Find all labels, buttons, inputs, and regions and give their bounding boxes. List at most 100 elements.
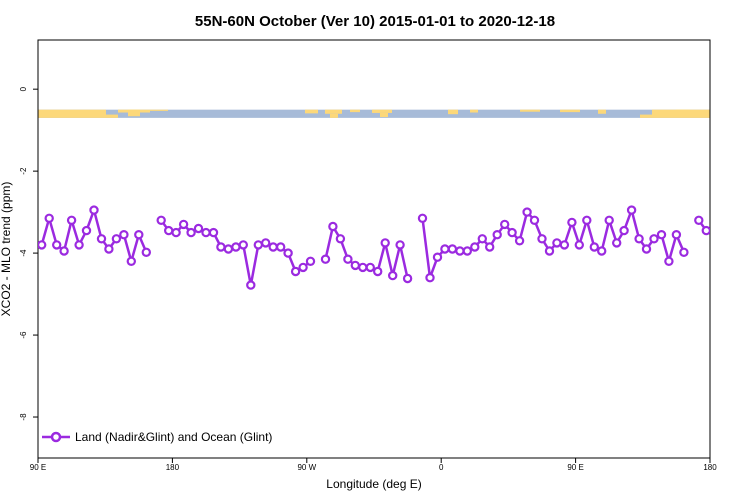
x-tick-label: 90 E <box>30 463 46 472</box>
data-point <box>544 246 555 256</box>
data-point <box>44 213 54 223</box>
data-point <box>193 223 204 234</box>
x-tick-label: 0 <box>439 463 444 472</box>
data-point <box>485 242 495 252</box>
data-point <box>589 242 600 252</box>
series-line <box>40 208 148 263</box>
data-point <box>597 246 607 256</box>
series-0 <box>38 205 710 290</box>
data-point <box>335 234 346 244</box>
data-point <box>283 248 293 258</box>
data-point <box>81 225 92 236</box>
data-point <box>328 221 338 232</box>
data-point <box>290 266 301 277</box>
ocean-band <box>38 109 710 118</box>
data-point <box>671 229 682 240</box>
land-patch <box>598 109 606 114</box>
y-axis-label: XCO2 - MLO trend (ppm) <box>0 182 13 317</box>
data-point <box>679 247 689 257</box>
land-patches <box>38 109 710 118</box>
data-point <box>178 219 189 230</box>
y-tick-label: 0 <box>19 86 28 91</box>
data-point <box>470 242 480 252</box>
data-point <box>163 225 174 236</box>
data-point <box>462 246 472 256</box>
data-point <box>59 246 69 256</box>
land-patch <box>150 109 168 111</box>
data-point <box>350 260 360 271</box>
x-axis: 90 E 180 90 W 0 90 E 180 <box>30 458 717 472</box>
data-point <box>261 238 271 248</box>
data-point <box>380 238 390 248</box>
data-point <box>664 256 674 266</box>
y-axis: 0 -2 -4 -6 -8 <box>19 86 38 421</box>
data-point <box>305 256 316 266</box>
data-point <box>507 227 517 238</box>
data-point <box>402 273 413 284</box>
land-patch <box>305 109 318 114</box>
data-point <box>641 244 652 254</box>
land-patch <box>330 113 338 118</box>
data-point <box>238 240 248 250</box>
y-tick-label: -4 <box>19 249 28 257</box>
data-point <box>440 244 450 254</box>
data-point <box>268 242 278 252</box>
data-point <box>52 240 62 250</box>
data-point <box>208 227 219 238</box>
plot-frame <box>37 39 711 459</box>
data-point <box>66 215 77 225</box>
data-point <box>104 244 114 254</box>
data-point <box>559 240 570 250</box>
series-line <box>324 225 409 279</box>
data-point <box>701 225 710 236</box>
y-tick-label: -6 <box>19 331 28 339</box>
x-tick-label: 90 E <box>567 463 583 472</box>
data-point <box>574 240 585 250</box>
data-point <box>343 254 353 264</box>
land-patch <box>652 109 710 118</box>
legend: Land (Nadir&Glint) and Ocean (Glint) <box>42 430 272 444</box>
data-point <box>417 213 428 223</box>
land-patch <box>640 114 652 118</box>
data-point <box>500 219 510 230</box>
data-point <box>492 229 502 240</box>
data-point <box>298 262 308 273</box>
data-point <box>74 240 84 250</box>
data-point <box>649 234 659 244</box>
data-point <box>447 244 458 254</box>
y-tick-label: -8 <box>19 413 28 421</box>
data-point <box>156 215 166 225</box>
data-point <box>186 227 196 238</box>
data-point <box>38 240 47 250</box>
data-point <box>626 205 637 215</box>
data-point <box>477 234 487 244</box>
data-point <box>276 242 286 252</box>
land-patch <box>350 109 360 113</box>
data-point <box>89 205 99 215</box>
data-point <box>529 215 540 225</box>
data-point <box>223 244 234 254</box>
data-point <box>634 234 644 244</box>
data-point <box>246 280 256 290</box>
data-point <box>388 270 398 281</box>
data-point <box>604 215 614 225</box>
land-patch <box>372 109 392 113</box>
data-point <box>455 246 465 256</box>
data-point <box>694 215 704 225</box>
land-patch <box>520 109 540 112</box>
series-layer <box>38 205 710 290</box>
land-patch <box>380 112 388 118</box>
data-point <box>373 266 383 277</box>
data-point <box>96 234 107 244</box>
data-point <box>141 247 151 257</box>
legend-label: Land (Nadir&Glint) and Ocean (Glint) <box>75 430 272 444</box>
data-point <box>111 234 122 244</box>
land-patch <box>106 114 118 118</box>
land-patch <box>560 109 580 113</box>
data-point <box>567 217 577 228</box>
data-point <box>514 236 525 246</box>
data-point <box>582 215 592 225</box>
data-point <box>432 252 443 262</box>
data-point <box>656 229 667 240</box>
